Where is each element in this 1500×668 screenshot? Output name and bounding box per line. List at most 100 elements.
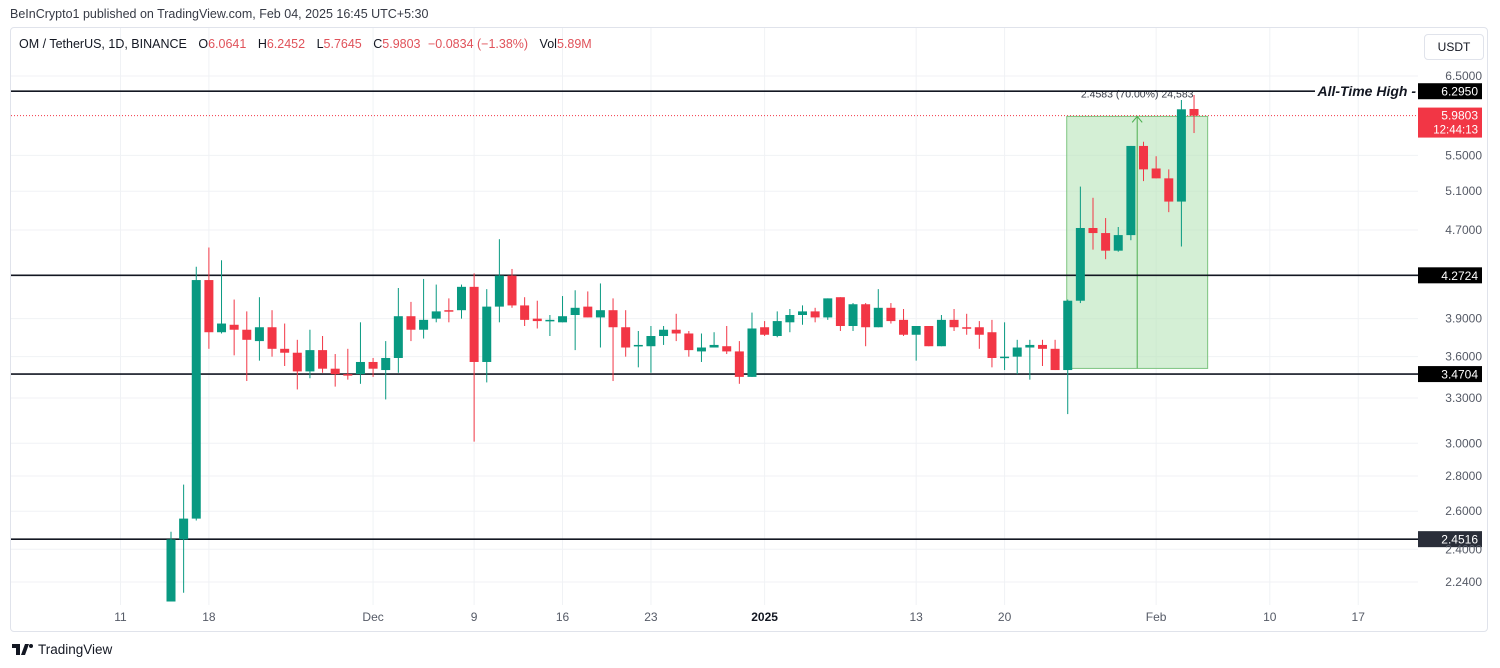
candle-body (949, 319, 959, 328)
candle (949, 308, 959, 331)
candle-body (318, 350, 328, 369)
candle (1063, 299, 1073, 415)
candle (1075, 186, 1085, 304)
candle (936, 315, 946, 347)
candle-body (1075, 227, 1085, 301)
candle (431, 284, 441, 323)
candle (570, 290, 580, 351)
time-tick-label: 23 (644, 610, 658, 624)
candle-body (444, 310, 454, 312)
candle-body (861, 304, 871, 328)
candle (861, 303, 871, 347)
candle (1176, 99, 1186, 247)
level-price-badge (1418, 267, 1482, 284)
low-value: 5.7645 (323, 37, 362, 51)
candle (381, 341, 391, 400)
candle-body (355, 361, 365, 375)
candle-body (873, 307, 883, 328)
level-price-badge (1418, 531, 1482, 548)
candle-body (267, 327, 277, 349)
price-tick-label: 3.9000 (1445, 312, 1482, 326)
candle (1037, 339, 1047, 366)
high-value: 6.2452 (266, 37, 306, 51)
candle-body (772, 321, 782, 337)
candle-body (532, 318, 542, 322)
candle-body (835, 297, 845, 327)
bar-countdown: 12:44:13 (1433, 125, 1478, 137)
close-value: 5.9803 (382, 37, 421, 51)
time-tick-label: 2025 (751, 610, 778, 624)
candle (393, 287, 403, 373)
candle (722, 326, 732, 355)
currency-button[interactable]: USDT (1424, 34, 1484, 60)
candle-body (1151, 168, 1161, 179)
candle-body (507, 275, 517, 306)
level-price-label: 3.4704 (1441, 368, 1478, 382)
symbol-title[interactable]: OM / TetherUS, 1D, BINANCE (19, 37, 187, 51)
price-range-measure: 2.4583 (70.00%) 24,583 (1066, 88, 1209, 369)
candle-body (848, 304, 858, 327)
candle-body (381, 357, 391, 371)
candle-body (406, 316, 416, 330)
candle (166, 531, 176, 602)
candle (1025, 339, 1035, 380)
price-tick-label: 2.8000 (1445, 469, 1482, 483)
chart-frame (10, 27, 1488, 632)
candle-body (229, 324, 239, 330)
candle-body (456, 286, 466, 311)
level-price-label: 4.2724 (1441, 269, 1478, 283)
candle (292, 339, 302, 390)
price-tick-label: 3.0000 (1445, 436, 1482, 450)
candle (267, 310, 277, 357)
candle (217, 260, 227, 334)
candle (204, 247, 214, 349)
candle (684, 330, 694, 357)
candle-body (583, 306, 593, 318)
candle (558, 296, 568, 323)
candle-body (1025, 344, 1035, 348)
price-tick-label: 3.6000 (1445, 350, 1482, 364)
time-axis: 11 18 Dec 9 16 23 2025 13 20 Feb 10 17 (114, 610, 1365, 624)
time-tick-label: 20 (998, 610, 1012, 624)
candle-body (217, 323, 227, 333)
price-axis: 6.5000 5.5000 5.1000 4.7000 3.9000 3.6000 3.30… (1445, 69, 1482, 589)
candle (924, 326, 934, 347)
publisher-caption: BeInCrypto1 published on TradingView.com… (10, 7, 429, 21)
time-tick-label: Dec (362, 610, 383, 624)
tradingview-logo[interactable]: TradingView (12, 642, 112, 657)
all-time-high-label: All-Time High - (1316, 83, 1416, 99)
candle-body (987, 332, 997, 358)
candle-body (722, 346, 732, 352)
candle (507, 268, 517, 308)
candle (696, 333, 706, 362)
candle-body (330, 368, 340, 375)
level-price-label: 6.2950 (1441, 85, 1478, 99)
candle-body (899, 319, 909, 335)
candle (1101, 218, 1111, 260)
candle (494, 239, 504, 323)
low-label: L (316, 37, 324, 51)
candle (330, 354, 340, 387)
candle-body (646, 336, 656, 347)
candle (835, 297, 845, 331)
price-tick-label: 3.3000 (1445, 391, 1482, 405)
candle-body (671, 329, 681, 334)
candle-body (1164, 178, 1174, 202)
candle-body (570, 307, 580, 316)
candle (545, 315, 555, 337)
candle (1139, 141, 1149, 182)
price-tick-label: 2.2400 (1445, 575, 1482, 589)
candle-body (1176, 109, 1186, 202)
candle (1151, 156, 1161, 179)
candle (962, 313, 972, 335)
candle (532, 300, 542, 329)
candle (419, 278, 429, 339)
price-tick-label: 4.7000 (1445, 223, 1482, 237)
candle (1088, 197, 1098, 250)
candle (1012, 339, 1022, 375)
candle-body (798, 311, 807, 316)
horizontal-levels: All-Time High - 6.2950 4.2724 3.4704 2.4516 5… (11, 83, 1482, 548)
candle (444, 298, 454, 323)
time-tick-label: 11 (114, 610, 127, 624)
